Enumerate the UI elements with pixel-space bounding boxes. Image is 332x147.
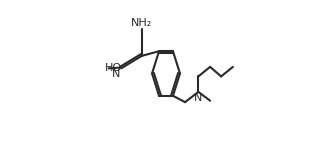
Text: N: N (112, 69, 121, 79)
Text: NH₂: NH₂ (131, 18, 152, 28)
Text: N: N (194, 93, 203, 103)
Text: HO: HO (105, 63, 122, 73)
